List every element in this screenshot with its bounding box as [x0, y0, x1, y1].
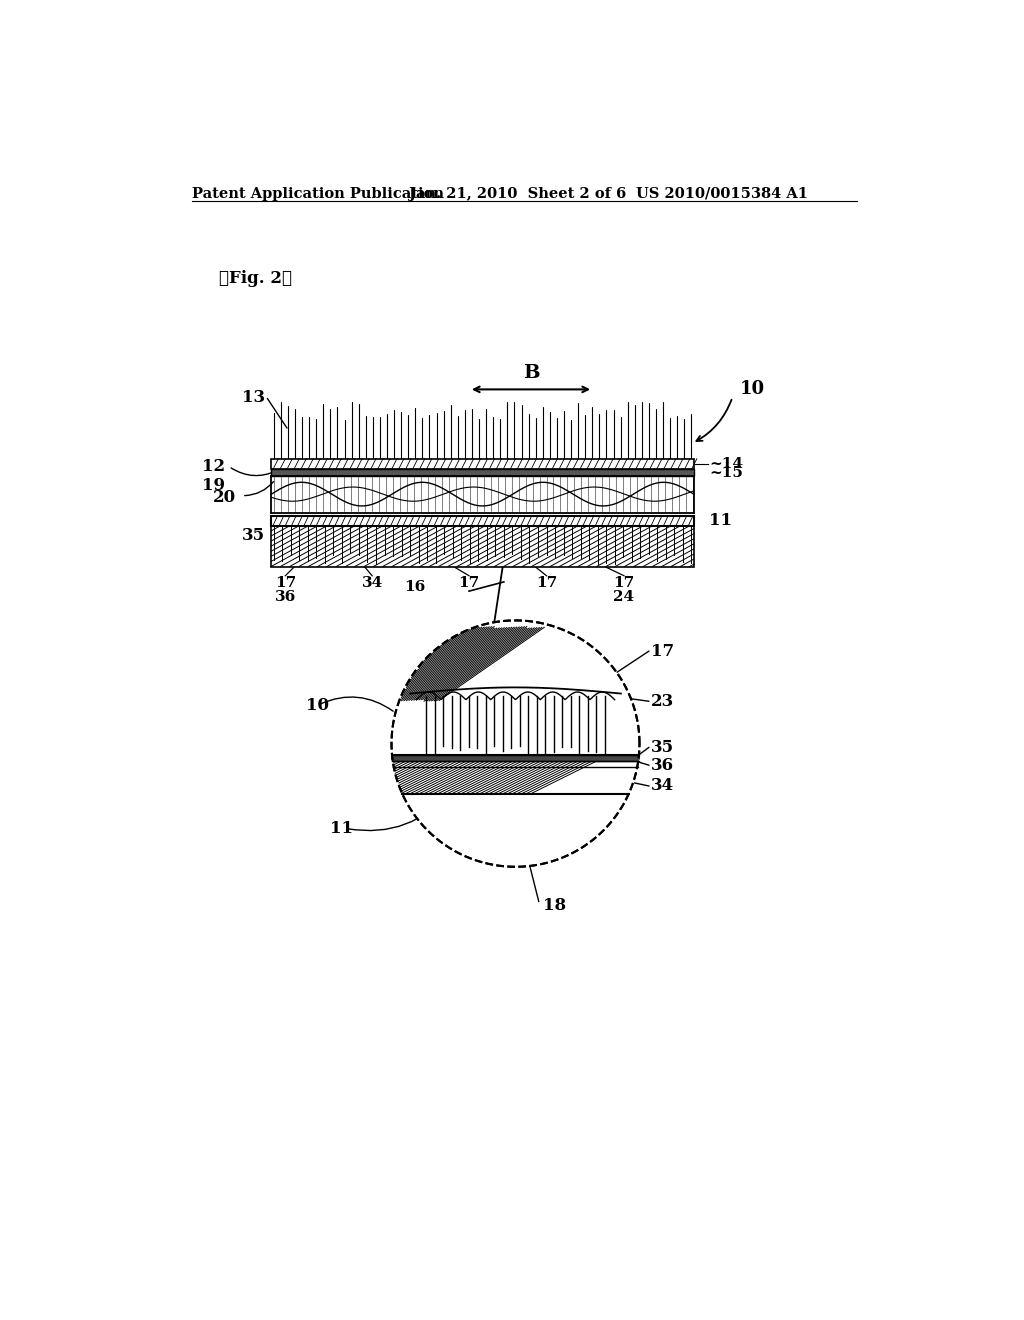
Text: 19: 19 [202, 477, 225, 494]
Text: 34: 34 [651, 777, 674, 795]
Text: 10: 10 [306, 697, 330, 714]
Text: 【Fig. 2】: 【Fig. 2】 [219, 271, 293, 286]
Text: 17: 17 [651, 643, 674, 660]
Circle shape [391, 620, 640, 867]
Text: 36: 36 [651, 756, 674, 774]
Text: 20: 20 [213, 490, 237, 507]
Text: Jan. 21, 2010  Sheet 2 of 6: Jan. 21, 2010 Sheet 2 of 6 [409, 187, 626, 201]
Text: B: B [522, 364, 540, 381]
Text: Patent Application Publication: Patent Application Publication [193, 187, 444, 201]
Text: 10: 10 [740, 380, 765, 399]
Text: 17: 17 [613, 576, 635, 590]
Bar [271, 516, 693, 525]
Text: 13: 13 [242, 388, 265, 405]
Text: 16: 16 [404, 579, 425, 594]
Bar [271, 470, 693, 475]
Text: US 2010/0015384 A1: US 2010/0015384 A1 [636, 187, 808, 201]
Text: 17: 17 [274, 576, 296, 590]
Text: 11: 11 [710, 512, 732, 529]
Text: 11: 11 [330, 820, 352, 837]
Text: 35: 35 [242, 527, 265, 544]
Bar [271, 525, 693, 566]
Text: ~15: ~15 [710, 466, 743, 479]
Text: 18: 18 [543, 896, 565, 913]
Text: ~14: ~14 [710, 457, 743, 471]
Text: 23: 23 [651, 693, 675, 710]
Text: 12: 12 [202, 458, 225, 475]
Text: 36: 36 [274, 590, 296, 603]
Text: 24: 24 [613, 590, 635, 603]
Bar [271, 459, 693, 470]
Text: 17: 17 [459, 576, 479, 590]
Text: 35: 35 [651, 739, 674, 756]
Text: 34: 34 [361, 576, 383, 590]
Text: 17: 17 [536, 576, 557, 590]
